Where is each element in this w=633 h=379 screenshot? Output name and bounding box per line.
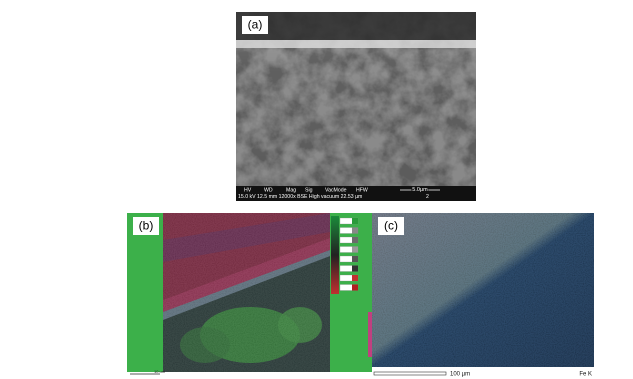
legend [339, 217, 359, 291]
panel-label: (b) [139, 219, 154, 233]
legend-color [352, 275, 358, 281]
map-texture [372, 213, 594, 367]
legend-color [352, 284, 358, 291]
info-header-item: HV [244, 187, 252, 193]
legend-color [352, 227, 358, 234]
sem-surface [236, 40, 476, 48]
panel-a: (a) HV WD Mag Sig VacMode HFW 5.0μm 15.0 kV 1… [236, 12, 476, 201]
element-label: Fe K [579, 372, 592, 378]
label-box [378, 217, 404, 235]
info-header-item: HFW [356, 187, 368, 193]
sem-top [236, 12, 476, 40]
legend-color [352, 256, 358, 262]
legend-bar [331, 216, 339, 294]
map-image [163, 213, 330, 372]
scale-label: 100 µm [450, 372, 470, 378]
colorbar [368, 312, 372, 357]
info-header: HV WD Mag Sig VacMode HFW [244, 187, 368, 193]
info-header-item: VacMode [325, 187, 347, 193]
scale-line [373, 371, 447, 376]
legend-color [352, 218, 358, 224]
info-index: 2 [426, 194, 429, 200]
info-header-item: WD [264, 187, 273, 193]
scale-label: 5.0μm [412, 187, 428, 193]
legend-color [352, 246, 358, 253]
legend-color [352, 265, 358, 272]
panel-label: (c) [384, 219, 398, 233]
legend-color [352, 237, 358, 243]
label-box [133, 217, 159, 235]
panel-c: (c) 100 µm Fe K [368, 213, 594, 378]
scale-label: 10 um [154, 369, 166, 374]
info-values: 15.0 kV 12.5 mm 12000x BSE High vacuum 2… [238, 194, 362, 200]
panel-label: (a) [248, 18, 263, 32]
info-header-item: Sig [305, 187, 313, 193]
info-header-item: Mag [286, 187, 296, 193]
panel-b: (b) 10 um [127, 213, 372, 375]
label-box [242, 16, 268, 34]
